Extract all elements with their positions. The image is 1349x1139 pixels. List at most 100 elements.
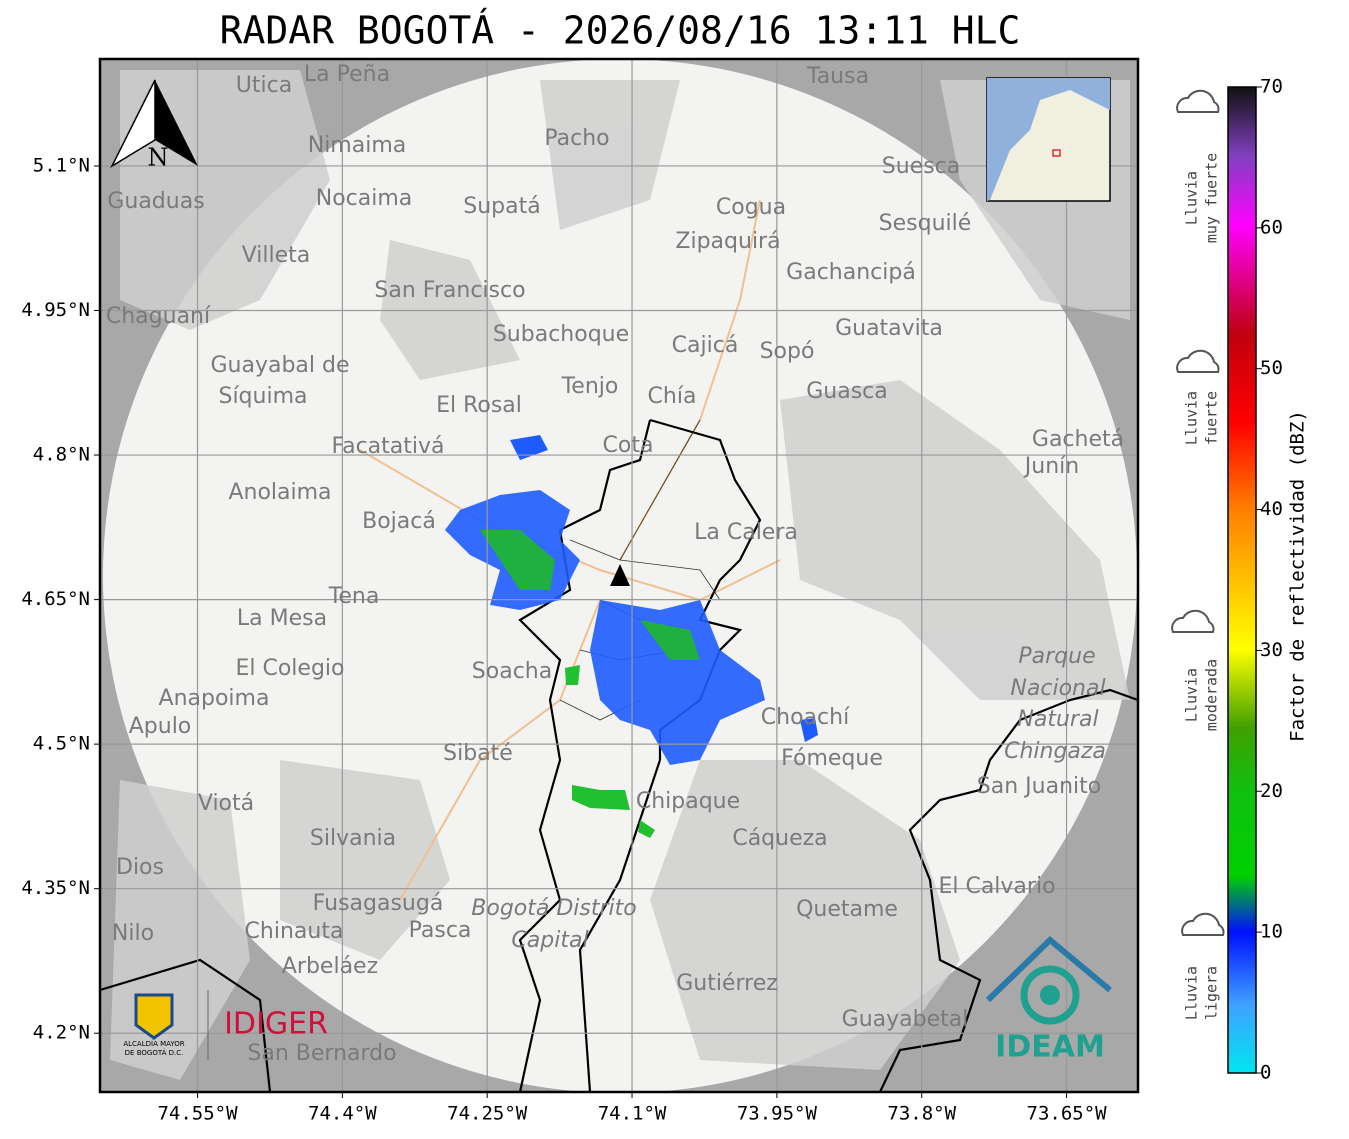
colorbar-tick-label: 50 <box>1260 357 1283 379</box>
place-label: San Juanito <box>977 774 1101 799</box>
rain-legend-label: muy fuerte <box>1203 153 1221 243</box>
place-label: Fusagasugá <box>313 891 444 916</box>
rain-legend-label: fuerte <box>1203 391 1221 445</box>
north-label: N <box>148 144 169 172</box>
place-label: Tenjo <box>561 374 619 399</box>
place-label: Chía <box>648 384 697 409</box>
alcaldia-text: ALCALDÍA MAYOR <box>123 1039 184 1048</box>
place-label: Apulo <box>129 714 192 739</box>
place-label: San Francisco <box>374 278 525 303</box>
place-label: Sopó <box>760 339 815 364</box>
place-label: La Peña <box>304 62 390 87</box>
rain-legend-label: Lluvia <box>1183 668 1201 722</box>
place-label: Bojacá <box>362 509 436 534</box>
place-label: Pacho <box>544 126 609 151</box>
radar-site <box>610 564 630 586</box>
place-label: Gachancipá <box>786 260 916 285</box>
place-label: Choachí <box>761 705 850 730</box>
place-label: Silvania <box>310 826 396 851</box>
place-label: Anapoima <box>159 686 270 711</box>
y-tick-label: 5.1°N <box>33 154 90 176</box>
place-label: Natural <box>1017 707 1098 732</box>
place-label: Tena <box>328 584 380 609</box>
place-label: Cota <box>603 433 654 458</box>
colorbar-tick-label: 70 <box>1260 76 1283 98</box>
x-tick-label: 73.95°W <box>737 1103 818 1125</box>
place-label: Anolaima <box>228 480 331 505</box>
place-label: Junín <box>1023 454 1079 479</box>
map: La Peña Utica Tausa Nimaima Pacho Suesca Guadu… <box>100 59 1138 1092</box>
place-label: Chingaza <box>1004 739 1106 764</box>
place-label: Bogotá Distrito <box>471 896 636 921</box>
place-label: Guayabetal <box>842 1007 969 1032</box>
map-frame <box>98 57 1140 1094</box>
place-label: Cáqueza <box>732 826 827 851</box>
place-label: San Bernardo <box>247 1041 396 1066</box>
place-label: Tausa <box>806 64 869 89</box>
place-label: Gutiérrez <box>676 971 778 996</box>
colorbar-tick-label: 10 <box>1260 921 1283 943</box>
place-label: Dios <box>116 855 164 880</box>
y-tick-label: 4.65°N <box>21 588 90 610</box>
rain-legend-label: Lluvia <box>1183 966 1201 1020</box>
place-label: El Rosal <box>436 393 522 418</box>
place-label: Suesca <box>882 154 960 179</box>
x-tick-label: 73.65°W <box>1027 1103 1108 1125</box>
place-label: Zipaquirá <box>675 229 780 254</box>
colorbar-tick-label: 40 <box>1260 498 1283 520</box>
x-tick-label: 74.1°W <box>598 1103 667 1125</box>
place-label: La Mesa <box>237 606 327 631</box>
place-label: Facatativá <box>331 434 444 459</box>
place-label: El Colegio <box>235 656 344 681</box>
place-label: Guasca <box>806 379 888 404</box>
place-label: Nilo <box>112 921 154 946</box>
colorbar-tick-label: 20 <box>1260 780 1283 802</box>
place-label: Cogua <box>716 195 786 220</box>
place-label: Parque <box>1018 644 1095 669</box>
place-label: Chinauta <box>245 919 344 944</box>
x-tick-label: 73.8°W <box>887 1103 956 1125</box>
rain-legend-label: Lluvia <box>1183 171 1201 225</box>
colorbar-ticks: 0 10 20 30 40 50 60 70 <box>1256 76 1283 1084</box>
place-label: Viotá <box>198 791 254 816</box>
place-label: Capital <box>511 928 588 953</box>
x-tick-label: 74.55°W <box>157 1103 238 1125</box>
place-label: Guatavita <box>835 316 943 341</box>
rain-legend-label: ligera <box>1203 966 1221 1020</box>
title: RADAR BOGOTÁ - 2026/08/16 13:11 HLC <box>220 9 1021 53</box>
place-label: Nocaima <box>316 186 413 211</box>
place-label: Guayabal de <box>210 353 349 378</box>
place-label: La Calera <box>694 520 798 545</box>
place-label: El Calvario <box>938 874 1055 899</box>
rain-legend-label: moderada <box>1203 659 1221 731</box>
colorbar-tick-label: 0 <box>1260 1062 1271 1084</box>
place-label: Nacional <box>1010 676 1105 701</box>
x-tick-label: 74.4°W <box>308 1103 377 1125</box>
place-label: Sibaté <box>443 741 513 766</box>
north-arrow: N <box>110 79 198 172</box>
place-label: Utica <box>236 73 292 98</box>
alcaldia-logo: ALCALDÍA MAYOR DE BOGOTÁ D.C. IDIGER <box>123 990 328 1060</box>
place-label: Quetame <box>796 897 898 922</box>
place-label: Cajicá <box>672 333 739 358</box>
colorbar <box>1227 86 1257 1074</box>
rain-legend-label: Lluvia <box>1183 391 1201 445</box>
x-tick-label: 74.25°W <box>447 1103 528 1125</box>
place-label: Subachoque <box>493 322 629 347</box>
place-label: Guaduas <box>107 189 204 214</box>
colorbar-label: Factor de reflectividad (dBZ) <box>1287 410 1309 742</box>
place-label: Chipaque <box>636 789 740 814</box>
ideam-text: IDEAM <box>995 1030 1105 1065</box>
y-tick-label: 4.35°N <box>21 877 90 899</box>
rain-icons <box>1171 89 1225 936</box>
y-tick-label: 4.95°N <box>21 299 90 321</box>
place-label: Fómeque <box>781 746 883 771</box>
colorbar-tick-label: 60 <box>1260 216 1283 238</box>
place-label: Nimaima <box>308 133 407 158</box>
place-label: Gachetá <box>1032 427 1124 452</box>
axes: 74.55°W 74.4°W 74.25°W 74.1°W 73.95°W 73.8°W 7… <box>21 154 1107 1124</box>
place-label: Pasca <box>409 918 472 943</box>
y-tick-label: 4.8°N <box>33 444 90 466</box>
ideam-logo: IDEAM <box>985 935 1112 1065</box>
